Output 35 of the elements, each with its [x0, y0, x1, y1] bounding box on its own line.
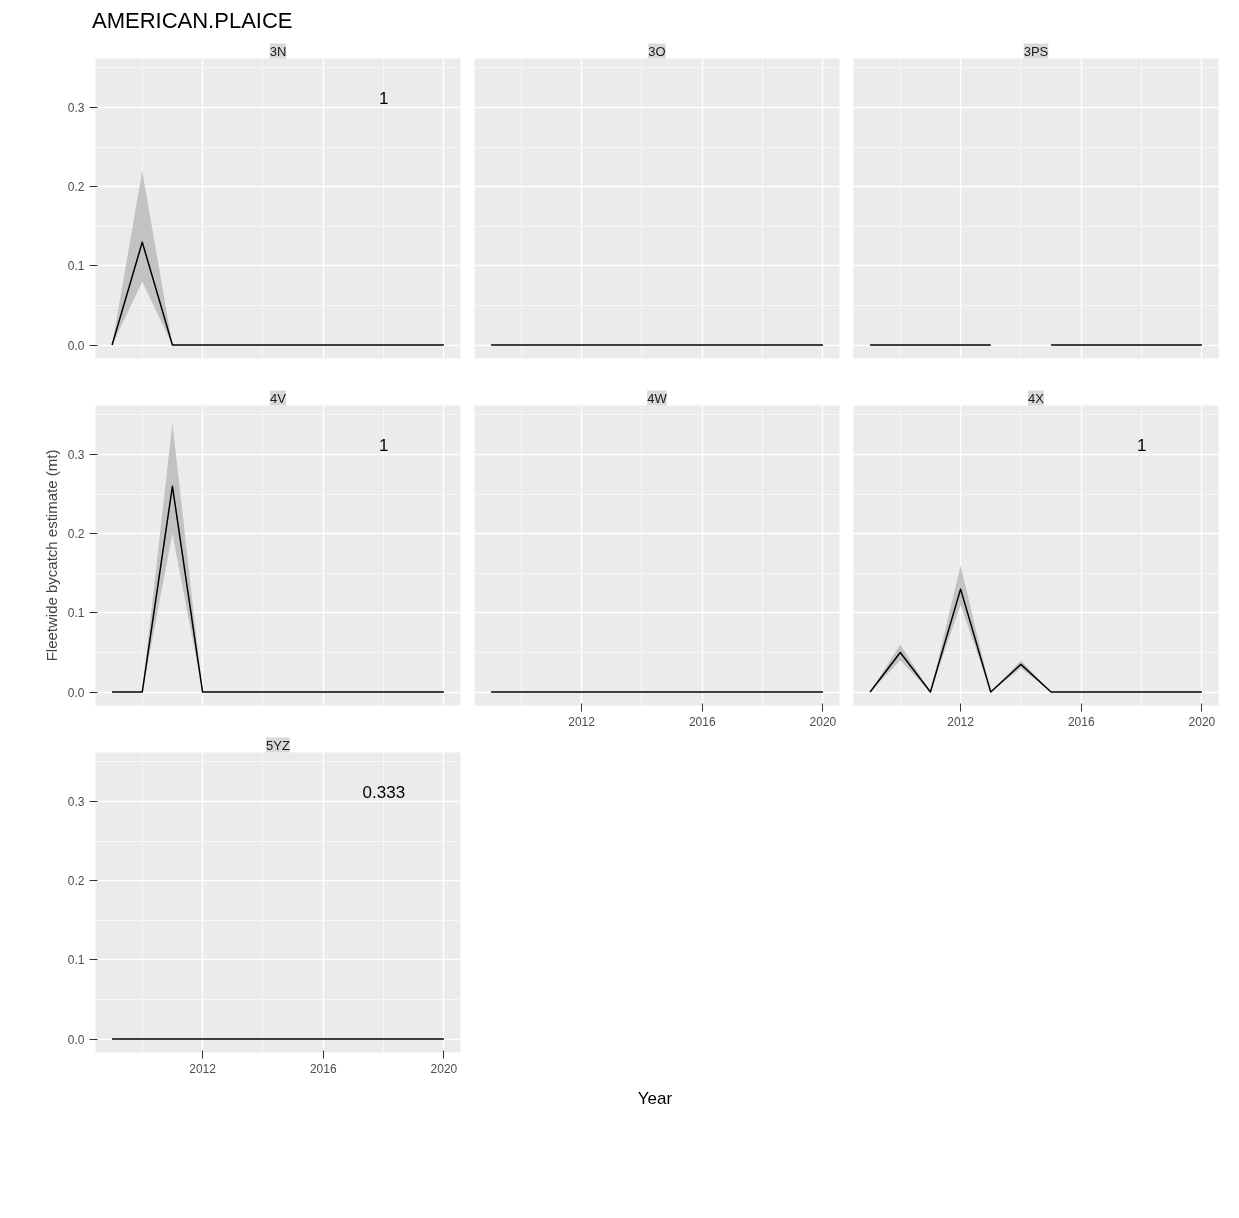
y-tick-label: 0.3	[67, 795, 85, 810]
chart-title: 4X	[1028, 390, 1045, 406]
chart-title: 3O	[648, 43, 666, 59]
y-tick-label: 0.0	[67, 338, 85, 353]
x-tick-label: 2012	[189, 1061, 217, 1076]
annotation: 1	[1137, 435, 1147, 455]
y-tick-label: 0.1	[67, 606, 85, 621]
x-tick-label: 2020	[809, 714, 837, 729]
chart-title: 4V	[270, 390, 287, 406]
y-tick-label: 0.0	[67, 685, 85, 700]
y-tick-label: 0.3	[67, 101, 85, 116]
y-tick-label: 0.1	[67, 259, 85, 274]
chart-title: 3PS	[1023, 43, 1049, 59]
x-tick-label: 2020	[1188, 714, 1216, 729]
y-tick-label: 0.1	[67, 953, 85, 968]
chart-title: 5YZ	[266, 737, 290, 753]
y-tick-label: 0.3	[67, 448, 85, 463]
chart-title: 4W	[647, 390, 668, 406]
x-tick-label: 2012	[568, 714, 596, 729]
annotation: 1	[379, 435, 389, 455]
annotation: 1	[379, 88, 389, 108]
x-tick-label: 2012	[947, 714, 975, 729]
x-tick-label: 2016	[1067, 714, 1095, 729]
y-tick-label: 0.2	[67, 180, 85, 195]
annotation: 0.333	[362, 782, 406, 802]
y-axis-title: Fleetwide bycatch estimate (mt)	[42, 450, 60, 662]
x-axis-title: Year	[637, 1088, 673, 1111]
x-tick-label: 2016	[309, 1061, 337, 1076]
chart-title: 3N	[269, 43, 287, 59]
y-tick-label: 0.2	[67, 527, 85, 542]
y-tick-label: 0.0	[67, 1032, 85, 1047]
y-tick-label: 0.2	[67, 874, 85, 889]
x-tick-label: 2020	[430, 1061, 458, 1076]
x-tick-label: 2016	[688, 714, 716, 729]
text: AMERICAN.PLAICE	[92, 7, 293, 35]
